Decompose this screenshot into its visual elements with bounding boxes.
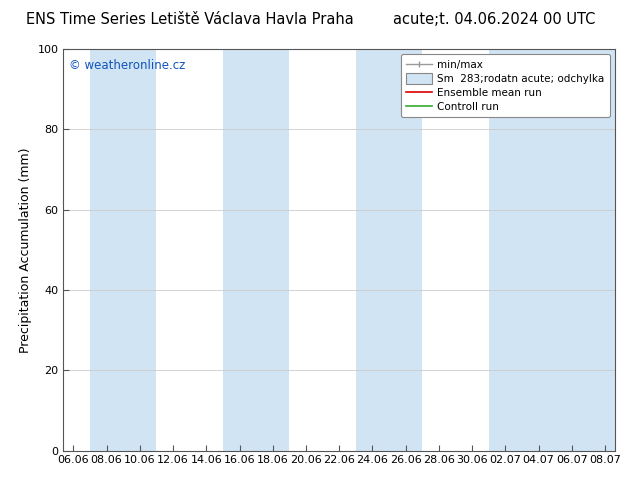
Bar: [90, 49, 157, 451]
Bar: [223, 49, 289, 451]
Text: acute;t. 04.06.2024 00 UTC: acute;t. 04.06.2024 00 UTC: [393, 12, 596, 27]
Text: © weatheronline.cz: © weatheronline.cz: [69, 59, 185, 72]
Bar: [555, 49, 615, 451]
Y-axis label: Precipitation Accumulation (mm): Precipitation Accumulation (mm): [19, 147, 32, 353]
Bar: [489, 49, 555, 451]
Legend: min/max, Sm  283;rodatn acute; odchylka, Ensemble mean run, Controll run: min/max, Sm 283;rodatn acute; odchylka, …: [401, 54, 610, 118]
Text: ENS Time Series Letiště Václava Havla Praha: ENS Time Series Letiště Václava Havla Pr…: [27, 12, 354, 27]
Bar: [356, 49, 422, 451]
